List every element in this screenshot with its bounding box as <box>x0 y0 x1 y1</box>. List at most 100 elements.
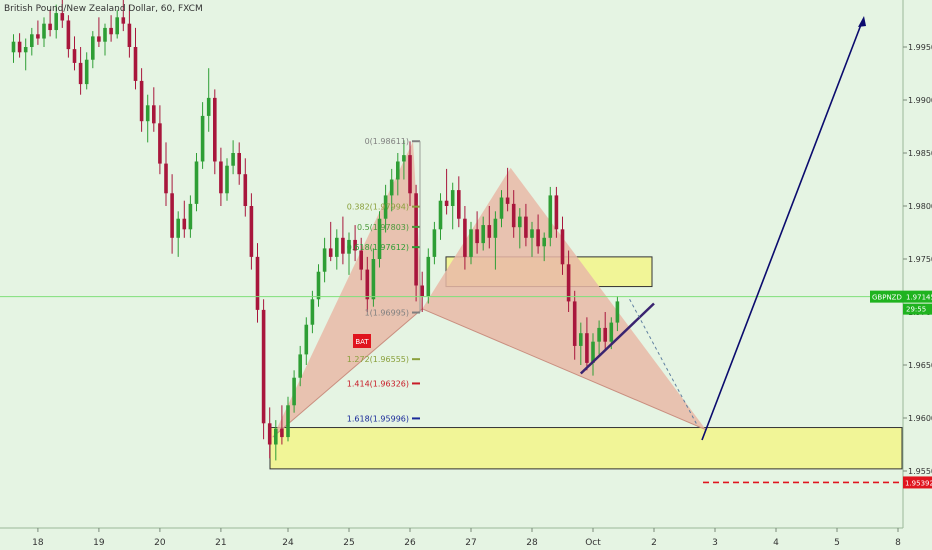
demand-zone <box>269 427 903 470</box>
candle-body <box>249 206 254 257</box>
candle <box>328 221 333 262</box>
candle <box>231 140 235 175</box>
candle <box>139 68 144 132</box>
candle <box>499 190 504 228</box>
candle <box>84 52 89 90</box>
candle <box>481 216 485 251</box>
candle <box>536 214 540 254</box>
fib-label: 0.382(1.97994) <box>347 203 409 212</box>
candle <box>298 345 302 387</box>
x-tick-label: 28 <box>526 538 538 548</box>
candle-body <box>530 229 534 238</box>
candle <box>225 158 229 201</box>
candle-body <box>377 218 382 259</box>
candles-layer <box>11 0 620 461</box>
candle-body <box>60 13 65 21</box>
candle <box>389 168 394 212</box>
candle-body <box>170 193 174 238</box>
candle <box>542 232 546 262</box>
candle-body <box>310 299 315 325</box>
y-tick-label: 1.99000 <box>908 96 932 105</box>
candle-body <box>91 36 95 60</box>
x-tick-label: 2 <box>651 538 657 548</box>
fib-label: 0.5(1.97803) <box>357 223 409 232</box>
bat-pattern-xb <box>272 308 423 438</box>
x-tick-label: 21 <box>215 538 226 548</box>
candle-body <box>359 250 363 270</box>
candle <box>310 290 315 334</box>
candle-body <box>499 197 504 219</box>
x-tick-label: 20 <box>154 538 166 548</box>
candle-body <box>518 216 522 228</box>
candle <box>103 23 107 56</box>
candle <box>11 34 16 63</box>
candle-body <box>444 200 449 206</box>
candle <box>145 94 150 143</box>
candle-body <box>36 34 40 39</box>
y-tick-label: 1.98000 <box>908 202 932 211</box>
candle-body <box>432 229 437 257</box>
candle <box>402 140 406 180</box>
candle-body <box>164 163 168 194</box>
candle-body <box>505 197 510 204</box>
candle <box>469 221 473 265</box>
fib-label: 1.618(1.95996) <box>347 414 409 423</box>
fib-label: 0.618(1.97612) <box>347 243 409 252</box>
candle-body <box>133 47 138 81</box>
candle-body <box>42 23 46 39</box>
x-tick-label: 19 <box>93 538 105 548</box>
candle <box>457 176 461 228</box>
target-arrow-head <box>858 16 866 27</box>
candle-body <box>450 190 455 206</box>
candle-body <box>316 271 321 300</box>
candle-body <box>97 36 101 42</box>
candle <box>176 211 180 257</box>
candle-body <box>127 23 132 47</box>
candle-body <box>322 248 327 272</box>
candle <box>347 232 351 275</box>
candle-body <box>463 218 467 257</box>
candle-body <box>579 333 583 346</box>
trend-line <box>579 302 655 375</box>
candle-body <box>371 259 376 300</box>
candle-body <box>280 428 284 438</box>
candle <box>42 17 46 47</box>
candle-body <box>145 105 150 122</box>
candle-body <box>353 239 357 251</box>
candle <box>566 250 571 312</box>
candle-body <box>231 153 235 166</box>
candle <box>213 89 217 175</box>
candle <box>353 225 357 262</box>
candle <box>511 190 516 238</box>
candle <box>463 206 467 270</box>
candle <box>54 4 58 39</box>
candle <box>383 184 388 233</box>
candle-body <box>121 17 126 24</box>
candle <box>292 370 296 413</box>
x-tick-label: 3 <box>712 538 718 548</box>
candle <box>243 158 248 217</box>
candle-body <box>396 161 400 180</box>
candle <box>280 405 284 445</box>
price-timer-badge <box>903 303 932 315</box>
candle-body <box>560 229 565 265</box>
candle-body <box>347 239 351 254</box>
candle <box>493 211 498 270</box>
candle-body <box>585 333 589 363</box>
candle <box>341 216 345 265</box>
y-tick-label: 1.95500 <box>908 467 932 476</box>
candle-body <box>30 34 34 47</box>
candle-body <box>200 115 205 162</box>
candle <box>414 184 418 302</box>
x-tick-label: 8 <box>895 538 901 548</box>
candle <box>249 193 254 270</box>
candle-body <box>103 27 107 42</box>
stop-level-badge <box>903 476 932 489</box>
y-tick-label: 1.97500 <box>908 255 932 264</box>
bat-badge-label: BAT <box>355 338 369 346</box>
bat-badge <box>353 334 371 348</box>
y-tick-label: 1.98500 <box>908 149 932 158</box>
chart-title: British Pound/New Zealand Dollar, 60, FX… <box>4 4 203 14</box>
candle <box>188 195 193 238</box>
